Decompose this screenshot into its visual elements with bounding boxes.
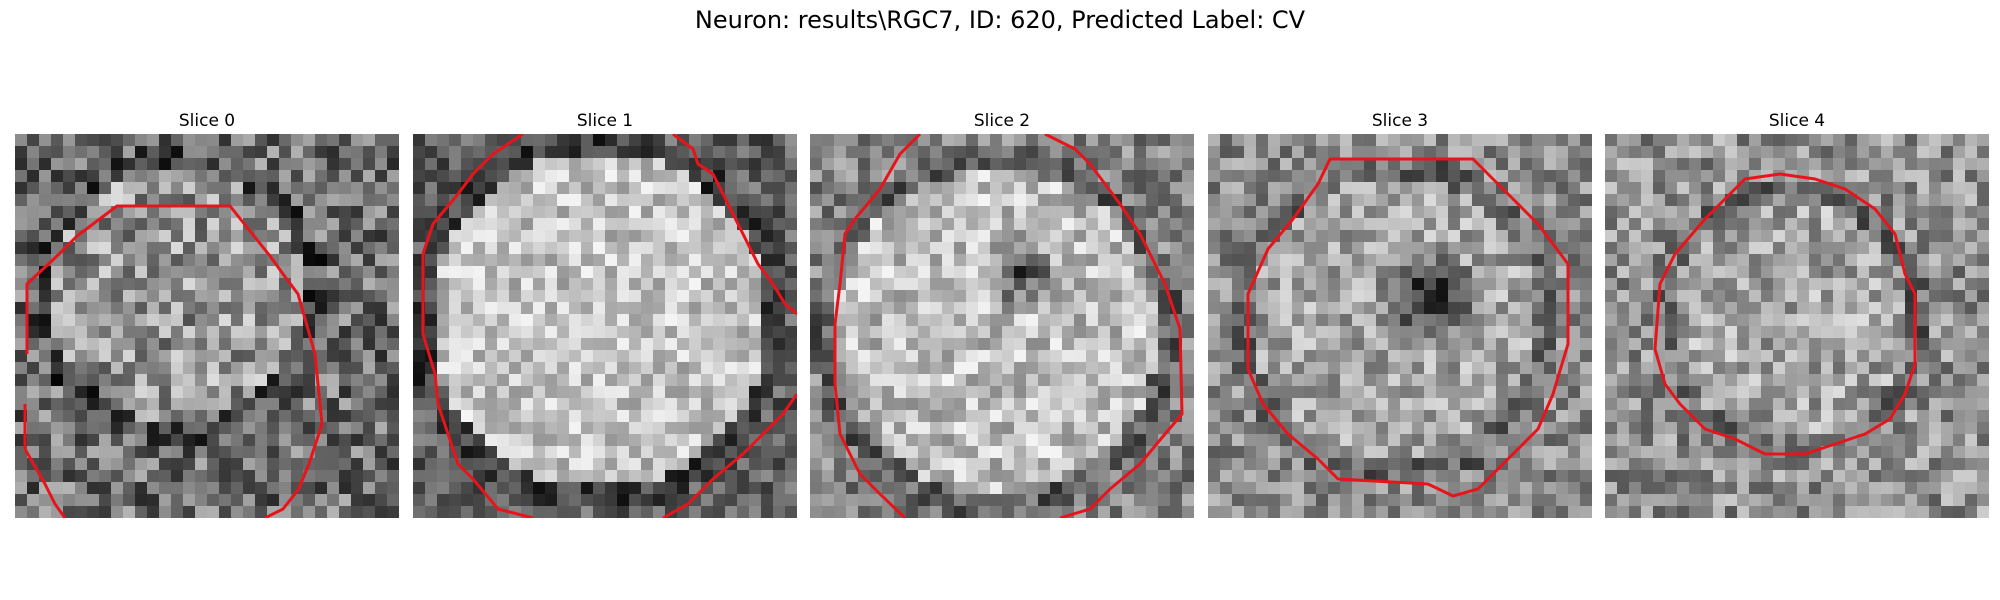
slice-title-3: Slice 3: [1371, 111, 1429, 131]
slice-title-2: Slice 2: [973, 111, 1031, 131]
contour-line-1c: [662, 393, 797, 518]
slice-panel-0: Slice 0: [15, 108, 399, 518]
slice-title-1: Slice 1: [576, 111, 634, 131]
contour-line-3: [1246, 157, 1570, 498]
slice-panel-2: Slice 2: [810, 108, 1194, 518]
slice-panel-1: Slice 1: [413, 108, 797, 518]
contour-line-1: [421, 134, 534, 518]
contour-line-2: [833, 134, 922, 518]
slice-image-4: [1605, 134, 1989, 518]
slice-image-2: [810, 134, 1194, 518]
slice-panel-4: Slice 4: [1605, 108, 1989, 518]
contour-line-0b: [23, 404, 67, 518]
contour-line-4: [1653, 172, 1917, 456]
slice-image-3: [1208, 134, 1592, 518]
contour-line-1b: [672, 134, 797, 316]
slice-image-1: [413, 134, 797, 518]
slice-panel-3: Slice 3: [1208, 108, 1592, 518]
slice-image-0: [15, 134, 399, 518]
figure-title: Neuron: results\RGC7, ID: 620, Predicted…: [694, 6, 1306, 34]
contour-line-2b: [1044, 134, 1184, 518]
slice-title-4: Slice 4: [1768, 111, 1826, 131]
contour-line-0: [25, 204, 324, 518]
slice-title-0: Slice 0: [178, 111, 236, 131]
